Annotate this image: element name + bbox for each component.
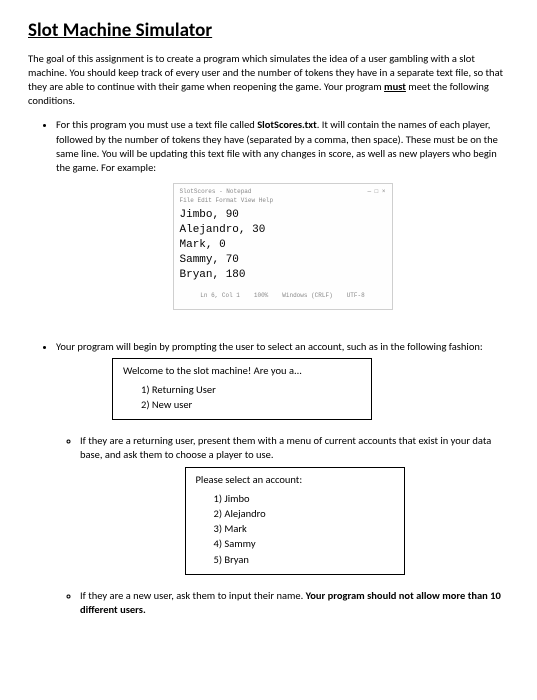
welcome-option: 2) New user [123,397,361,412]
notepad-screenshot: SlotScores - Notepad — □ × File Edit For… [173,183,393,310]
file-line: Jimbo, 90 [180,208,386,223]
notepad-titlebar: SlotScores - Notepad — □ × [180,188,386,196]
sub1-text: If they are a returning user, present th… [80,434,491,461]
bullet-prompt: Your program will begin by prompting the… [56,340,509,618]
bullet1-filename: SlotScores.txt [257,118,317,131]
intro-must: must [384,80,406,93]
status-cursor: Ln 6, Col 1 [200,292,240,300]
select-option: 2) Alejandro [196,506,394,521]
welcome-header: Welcome to the slot machine! Are you a..… [123,364,361,378]
window-controls-icon: — □ × [367,188,385,196]
notepad-menubar: File Edit Format View Help [180,197,386,205]
file-line: Alejandro, 30 [180,223,386,238]
bullet1-pre: For this program you must use a text fil… [56,118,257,131]
file-line: Sammy, 70 [180,253,386,268]
status-zoom: 100% [254,292,268,300]
welcome-option: 1) Returning User [123,382,361,397]
file-line: Mark, 0 [180,238,386,253]
select-option: 3) Mark [196,521,394,536]
status-encoding: UTF-8 [347,292,365,300]
intro-paragraph: The goal of this assignment is to create… [28,52,509,109]
sub-bullets: If they are a returning user, present th… [56,434,509,617]
select-option: 4) Sammy [196,536,394,551]
file-line: Bryan, 180 [180,268,386,283]
select-option: 1) Jimbo [196,491,394,506]
welcome-prompt-box: Welcome to the slot machine! Are you a..… [112,358,372,421]
page-title: Slot Machine Simulator [28,18,509,44]
notepad-statusbar: Ln 6, Col 1 100% Windows (CRLF) UTF-8 [180,292,386,300]
notepad-title: SlotScores - Notepad [180,188,252,196]
sub2-pre: If they are a new user, ask them to inpu… [80,589,306,602]
requirements-list: For this program you must use a text fil… [28,118,509,617]
status-eol: Windows (CRLF) [282,292,332,300]
select-option: 5) Bryan [196,552,394,567]
sub-returning-user: If they are a returning user, present th… [80,434,509,575]
sub-new-user: If they are a new user, ask them to inpu… [80,589,509,617]
bullet2-text: Your program will begin by prompting the… [56,340,483,353]
select-account-box: Please select an account: 1) Jimbo 2) Al… [185,467,405,575]
select-header: Please select an account: [196,473,394,487]
bullet-textfile: For this program you must use a text fil… [56,118,509,325]
